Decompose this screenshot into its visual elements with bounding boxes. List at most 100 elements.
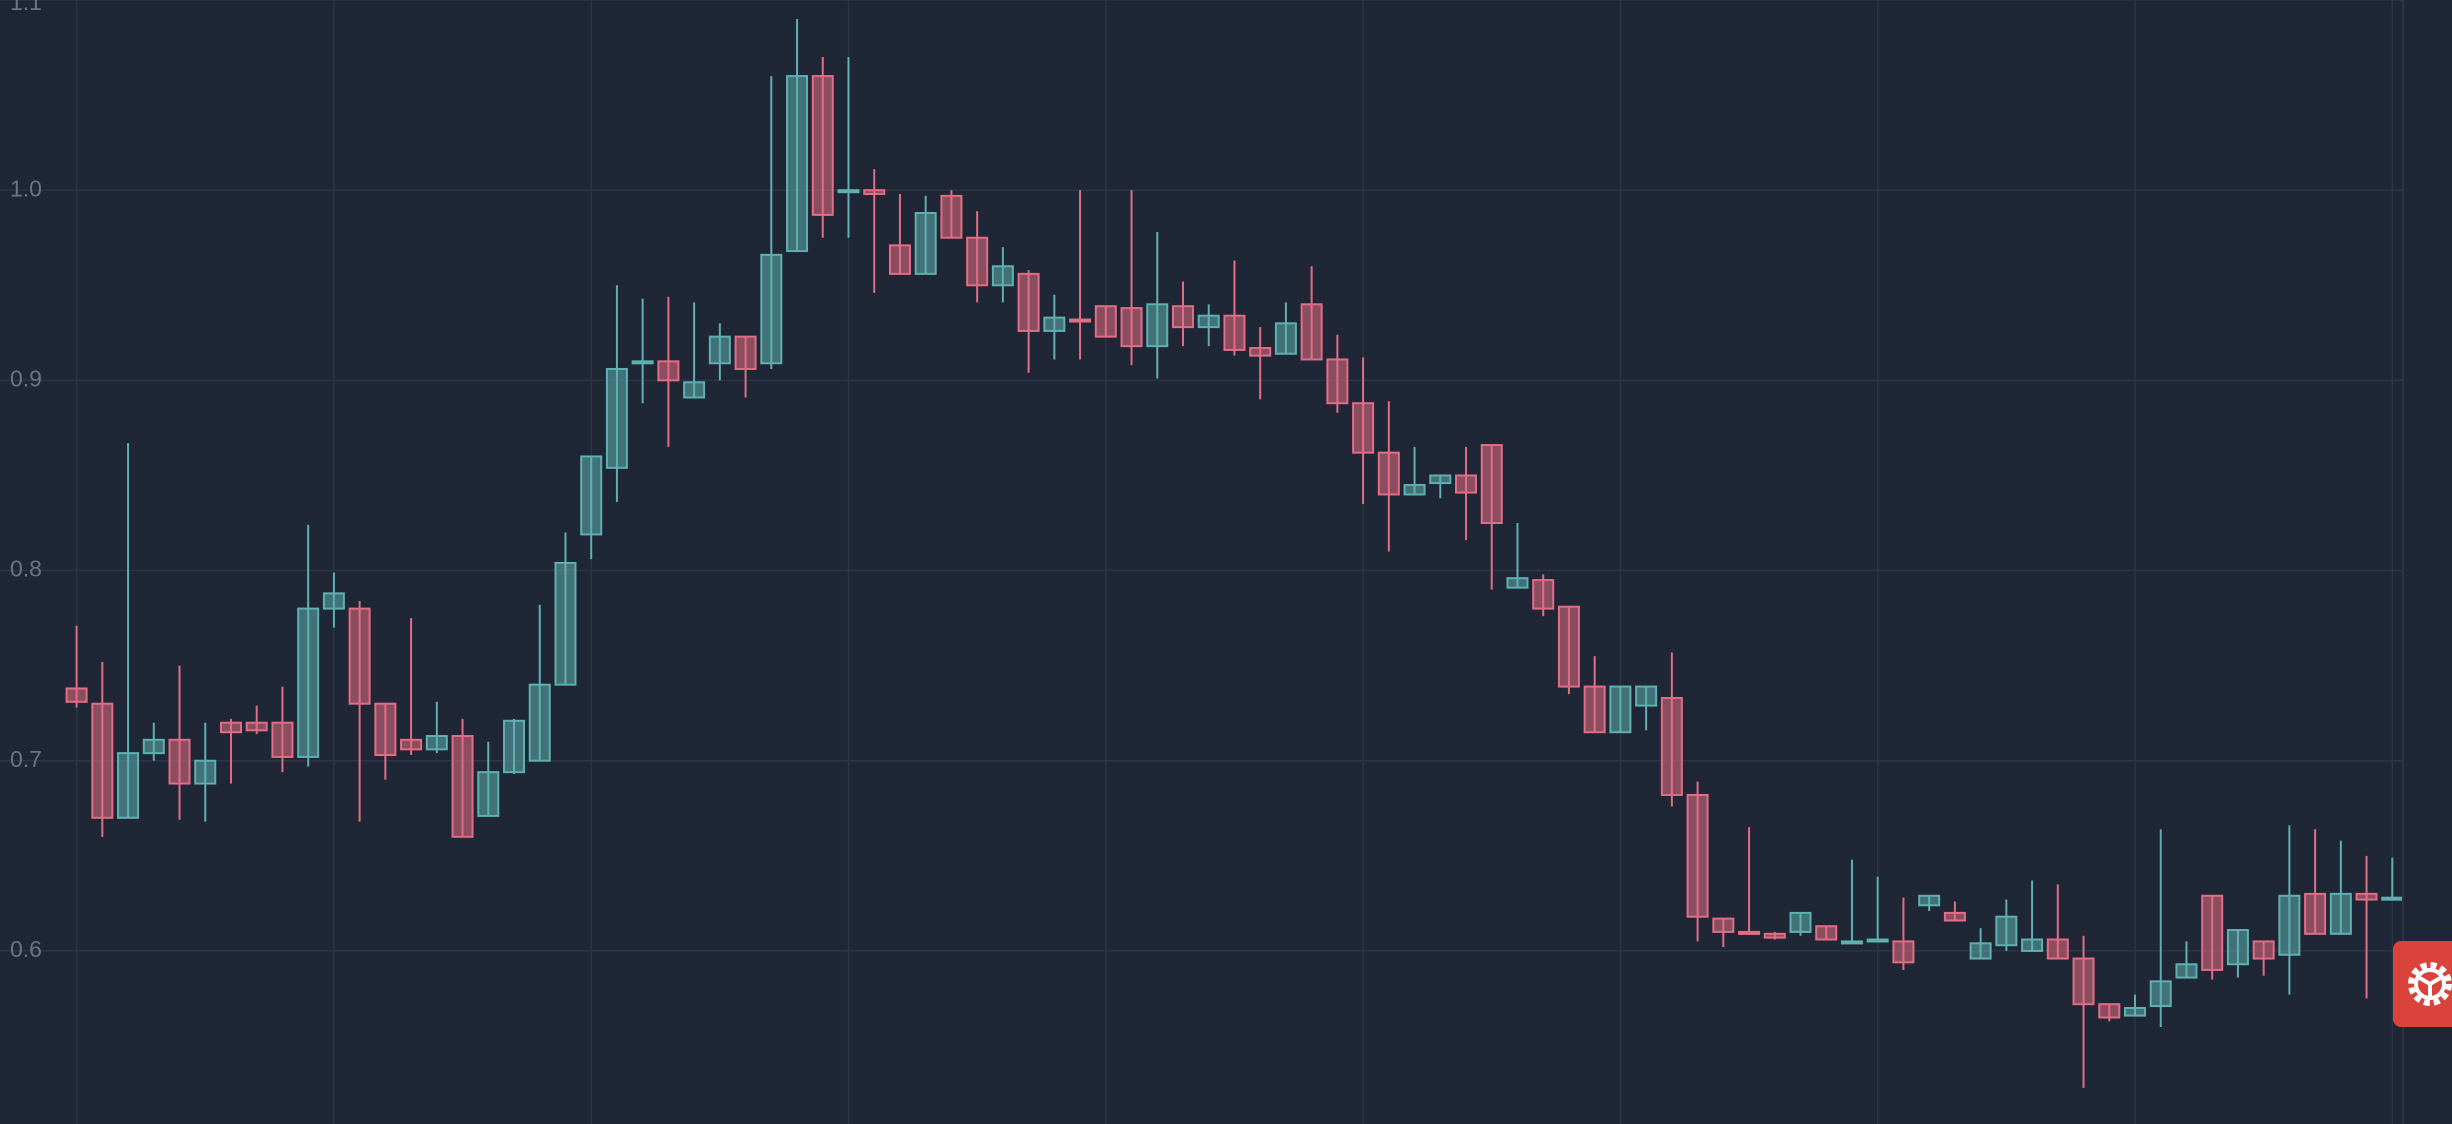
candle-body [1686, 793, 1709, 918]
candle-body [2149, 980, 2172, 1008]
candle-body [348, 607, 371, 705]
candle-body [219, 721, 242, 734]
candle-body [811, 75, 834, 216]
candle-body [117, 752, 140, 819]
candle-body [888, 244, 911, 275]
candle-body [1557, 605, 1580, 688]
candle-body [966, 236, 989, 287]
candle-body [1918, 894, 1941, 907]
candle-body [1995, 915, 2018, 947]
settings-button-bg[interactable] [2393, 941, 2452, 1027]
candle-body [2355, 892, 2378, 901]
y-tick-label: 1.0 [10, 175, 42, 201]
candle-body [1094, 305, 1117, 338]
candle-body [1352, 402, 1375, 454]
settings-button[interactable] [2393, 941, 2452, 1027]
candle-body [683, 381, 706, 399]
candle-body [1377, 451, 1400, 496]
candle-body [194, 759, 217, 785]
candle-body [1403, 483, 1426, 496]
candle-body [528, 683, 551, 762]
candle-body [2021, 938, 2044, 952]
candle-body [1043, 316, 1066, 332]
candle-body [837, 189, 860, 194]
candle-body [245, 721, 268, 732]
candle-body [1815, 925, 1838, 941]
candle-body [451, 735, 474, 838]
candle-body [708, 335, 731, 365]
candle-body [1763, 932, 1786, 939]
candle-body [374, 702, 397, 757]
candle-body [503, 719, 526, 774]
candle-body [2201, 894, 2224, 971]
candle-body [2252, 940, 2275, 960]
candle-body [1660, 696, 1683, 796]
candle-body [2226, 929, 2249, 966]
candle-body [1506, 577, 1529, 589]
candle-body [605, 367, 628, 469]
candle-body [2381, 896, 2404, 901]
candle-body [425, 735, 448, 751]
y-tick-label: 1.1 [10, 0, 42, 15]
candle-body [1429, 474, 1452, 485]
candle-body [1249, 347, 1272, 357]
candle-body [2175, 963, 2198, 979]
candle-body [1840, 940, 1863, 945]
candle-body [991, 265, 1014, 287]
candle-body [786, 75, 809, 253]
candle-body [400, 738, 423, 751]
candle-body [1789, 911, 1812, 933]
candle-body [1120, 307, 1143, 348]
candle-body [1146, 303, 1169, 348]
gear-icon [2408, 962, 2452, 1006]
candle-body [2329, 892, 2352, 935]
candle-body [1300, 303, 1323, 361]
candle-body [297, 607, 320, 758]
candle-body [2046, 938, 2069, 960]
candle-body [1969, 942, 1992, 960]
y-tick-label: 0.7 [10, 746, 42, 772]
y-tick-label: 0.9 [10, 365, 42, 391]
candle-body [1480, 444, 1503, 525]
candle-body [1892, 940, 1915, 964]
candle-body [580, 455, 603, 536]
candle-body [322, 592, 345, 610]
candle-body [91, 702, 114, 819]
candle-body [657, 360, 680, 382]
candle-body [554, 561, 577, 686]
candle-body [734, 335, 757, 370]
candle-body [1455, 474, 1478, 494]
candle-body [1738, 930, 1761, 935]
candle-body [1712, 917, 1735, 933]
candle-body [631, 360, 654, 365]
candle-body [477, 771, 500, 817]
candle-body [2124, 1006, 2146, 1017]
candle-body [1943, 911, 1966, 922]
candle-body [863, 189, 886, 195]
candle-body [1635, 685, 1658, 707]
candle-body [760, 253, 783, 365]
y-tick-label: 0.8 [10, 556, 42, 582]
candle-body [2278, 894, 2301, 956]
candle-body [1609, 685, 1632, 734]
candle-body [1326, 358, 1349, 405]
candle-body [914, 212, 937, 275]
candle-body [1197, 314, 1220, 329]
candle-body [1171, 305, 1194, 329]
y-tick-label: 0.6 [10, 936, 42, 962]
candle-body [1532, 579, 1555, 610]
candle-body [1223, 314, 1246, 351]
candle-body [940, 194, 963, 239]
candle-body [65, 687, 88, 703]
candle-body [1017, 272, 1040, 332]
candle-body [2072, 957, 2095, 1006]
candle-body [168, 738, 191, 785]
candle-body [142, 738, 165, 755]
candles [65, 19, 2404, 1088]
candle-body [2098, 1003, 2121, 1019]
candle-body [271, 721, 294, 758]
